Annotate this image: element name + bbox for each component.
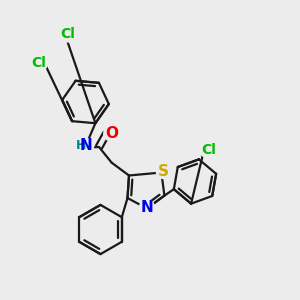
Circle shape xyxy=(140,200,154,215)
Text: Cl: Cl xyxy=(32,56,46,70)
Circle shape xyxy=(156,164,171,178)
Text: Cl: Cl xyxy=(201,143,216,157)
Text: S: S xyxy=(158,164,169,178)
Text: N: N xyxy=(80,138,92,153)
Circle shape xyxy=(75,140,87,152)
Circle shape xyxy=(200,142,217,158)
Text: N: N xyxy=(141,200,153,215)
Text: H: H xyxy=(76,139,86,152)
Circle shape xyxy=(31,55,47,71)
Text: Cl: Cl xyxy=(60,27,75,40)
Circle shape xyxy=(79,138,94,153)
Circle shape xyxy=(59,25,76,42)
Text: O: O xyxy=(105,126,118,141)
Circle shape xyxy=(104,126,119,141)
